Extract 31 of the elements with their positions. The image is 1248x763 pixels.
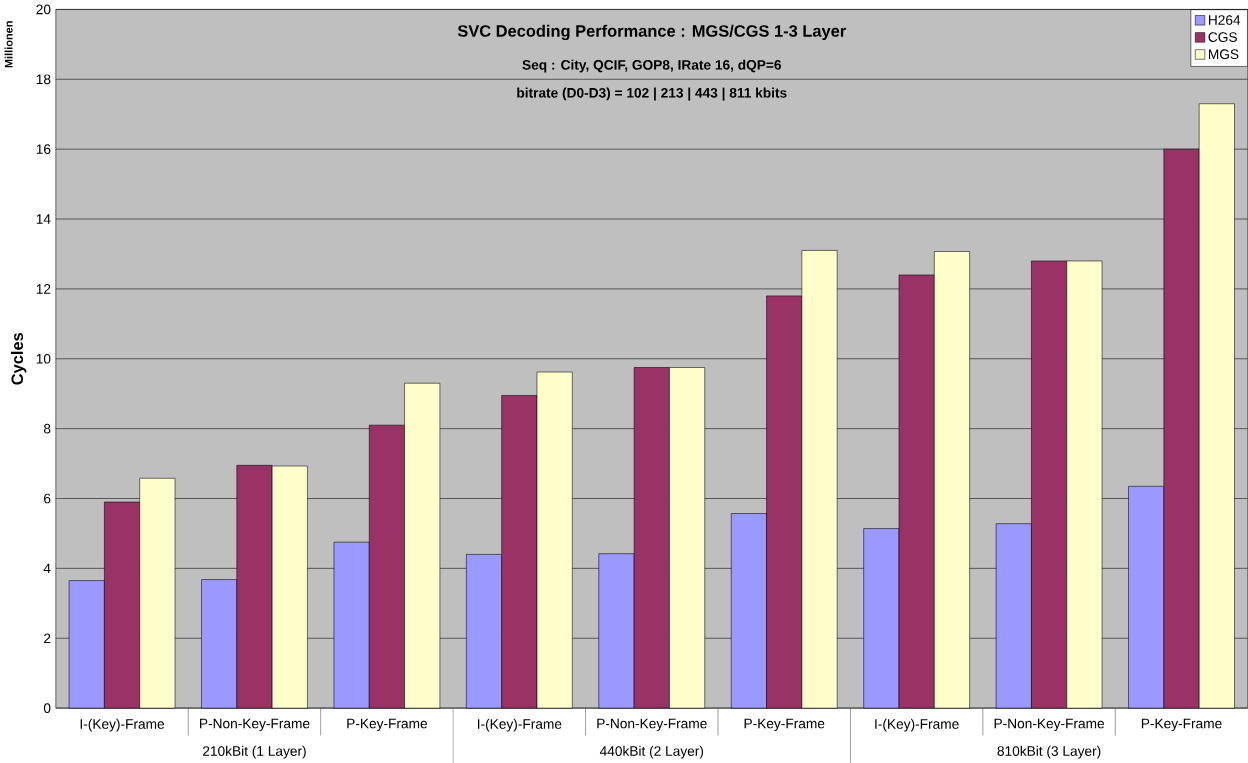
y-tick-label: 12 xyxy=(36,284,51,294)
x-tick-label: P-Key-Frame xyxy=(744,718,825,731)
text: Seq : City, QCIF, GOP8, IRate 16, dQP=6 xyxy=(522,59,782,73)
y-tick-label: 20 xyxy=(36,4,51,15)
y-tick-label: 16 xyxy=(36,144,51,154)
y-axis-title: Cycles xyxy=(11,332,27,385)
x-tick-label: P-Non-Key-Frame xyxy=(597,718,707,731)
text: Millionen xyxy=(4,21,13,68)
x-tick-label: I-(Key)-Frame xyxy=(875,718,959,732)
legend-label: MGS xyxy=(1208,49,1239,59)
y-tick-label: 14 xyxy=(36,214,51,224)
x-tick-label: P-Non-Key-Frame xyxy=(200,718,310,731)
y-tick-label: 4 xyxy=(43,563,51,573)
x-tick-label: P-Key-Frame xyxy=(1141,718,1222,731)
legend-label: H264 xyxy=(1208,15,1241,25)
x-tick-label: P-Non-Key-Frame xyxy=(994,718,1105,731)
x-tick-label: I-(Key)-Frame xyxy=(477,718,562,732)
x-tick-label: P-Key-Frame xyxy=(347,718,428,731)
text: SVC Decoding Performance : MGS/CGS 1-3 Layer xyxy=(457,24,846,41)
y-tick-label: 18 xyxy=(36,74,51,85)
x-tick-label: I-(Key)-Frame xyxy=(80,718,165,732)
y-tick-label: 2 xyxy=(44,633,51,643)
y-tick-label: 10 xyxy=(36,353,51,364)
y-tick-label: 8 xyxy=(43,423,51,434)
text: 210kBit (1 Layer) xyxy=(203,745,306,759)
text: 810kBit (3 Layer) xyxy=(997,745,1101,759)
text: 440kBit (2 Layer) xyxy=(599,745,704,759)
y-tick-label: 6 xyxy=(44,493,51,504)
y-tick-label: 0 xyxy=(43,703,51,713)
annotation: bitrate (D0-D3) = 102 | 213 | 443 | 811 kbits xyxy=(517,87,787,101)
legend-label: CGS xyxy=(1208,32,1237,42)
